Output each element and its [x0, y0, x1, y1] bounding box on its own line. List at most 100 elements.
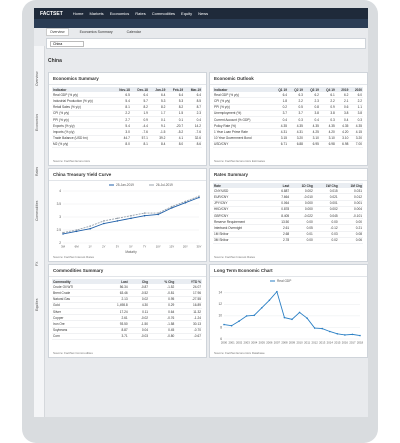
cell: 0.00: [338, 218, 363, 226]
menu-item[interactable]: Commodities: [151, 11, 176, 16]
y-tick-label: 2.5: [57, 228, 62, 232]
cell: 3.71: [100, 333, 129, 340]
sidebar-tab[interactable]: Overview: [35, 71, 39, 86]
sidebar: Overview Economics Rates Commodities FX Equit…: [34, 46, 45, 417]
cell: 13.50: [272, 218, 291, 226]
tab[interactable]: Calendar: [126, 30, 141, 34]
cell: 3.10: [335, 135, 350, 142]
point: [328, 330, 331, 333]
x-tick-label: 2004: [251, 341, 258, 345]
panel-title: Long Term Economic Chart: [210, 265, 367, 277]
menu-item[interactable]: Home: [72, 11, 84, 16]
cell: -0.76: [149, 314, 176, 322]
cell: 8.2: [148, 104, 167, 111]
cell: 0.45: [149, 327, 176, 334]
cell: 6.4: [130, 92, 149, 99]
cell: 4.25: [303, 128, 320, 136]
sidebar-tab[interactable]: Economics: [35, 113, 39, 131]
menu-item[interactable]: Equity: [181, 11, 193, 16]
panel-title: Rates Summary: [210, 169, 367, 181]
menu-item[interactable]: News: [198, 11, 209, 16]
cell: 6.4: [166, 92, 185, 99]
cell: 56.34: [100, 284, 129, 291]
y-tick-label: 6: [220, 337, 222, 341]
series-line: [223, 290, 361, 336]
table-row: Copper 2.61 -0.02 -0.76 -1.24: [52, 314, 202, 322]
point: [230, 324, 233, 327]
tab[interactable]: Economics Summary: [79, 30, 113, 34]
column-header: Indicator: [213, 87, 273, 93]
table-row: Brent Crude 63.46 -0.52 -0.81 17.96: [52, 289, 202, 297]
cell: 0.03: [313, 231, 339, 238]
cell: 0.64: [149, 308, 176, 316]
x-tick-label: 2010: [296, 341, 303, 345]
table-row: Interbank Overnight 2.61 0.05 -0.12 0.21: [213, 224, 363, 232]
cell: -0.022: [290, 212, 314, 220]
table-row: CPI (% y/y) 2.2 1.9 1.7 1.5 2.3: [52, 110, 202, 117]
x-tick-label: 30Y: [197, 245, 202, 249]
cell: 6.88: [288, 141, 304, 148]
sidebar-tab[interactable]: FX: [35, 261, 39, 266]
column-header: 2019: [335, 87, 350, 93]
tab[interactable]: Overview: [46, 28, 69, 36]
sidebar-tab[interactable]: Equities: [35, 298, 39, 311]
sidebar-tab[interactable]: Rates: [35, 166, 39, 176]
cell: -0.03: [128, 333, 150, 340]
cell: 39.2: [148, 135, 167, 142]
y-tick-label: 12: [218, 302, 222, 306]
panel: Economics Summary Indicator Nov-18 Dec-18 Ja…: [48, 72, 207, 166]
cell: 2.2: [288, 97, 304, 105]
panel: Commodities Summary Commodity Last Chg% Chg…: [48, 264, 207, 358]
x-tick-label: 2015: [334, 341, 341, 345]
column-header: Q4 19: [319, 87, 336, 93]
point: [306, 317, 308, 319]
y-tick-label: 4: [59, 189, 61, 193]
table-row: 1 Year Loan Prime Rate 4.31 4.31 4.25 4.20 4.…: [213, 128, 363, 136]
column-header: Chg: [128, 279, 150, 285]
cell: 8.1: [130, 141, 149, 148]
menu-item[interactable]: Economics: [109, 11, 130, 16]
cell: 4.1: [166, 135, 185, 142]
table-row: PPI (% y/y) 2.7 0.9 0.1 0.1 0.4: [52, 116, 202, 124]
x-tick-label: 2011: [304, 341, 310, 345]
cell: -7.6: [184, 128, 202, 136]
cell: Exports (% y/y): [52, 122, 113, 130]
cell: 0.002: [313, 206, 339, 213]
x-tick-label: 2Y: [102, 245, 106, 249]
menu-item[interactable]: Markets: [89, 11, 104, 16]
column-header: Nov-18: [112, 87, 131, 93]
sidebar-tab[interactable]: Commodities: [35, 200, 39, 221]
cell: 0.1: [166, 116, 185, 124]
x-axis-label: Maturity: [125, 250, 137, 254]
source-note: Source: FactSet Interest Rates: [214, 255, 256, 259]
x-tick-label: 2009: [289, 341, 296, 345]
source-note: Source: FactSet Economics: [53, 159, 91, 163]
cell: -0.010: [290, 193, 314, 201]
point: [260, 307, 263, 309]
point: [130, 214, 132, 217]
menu-item[interactable]: Rates: [135, 11, 146, 16]
column-header: Mar-19: [184, 87, 202, 93]
table-row: Current Account (% GDP) 0.4 0.3 0.4 0.3 0.4 0.…: [213, 116, 363, 124]
table-row: CNY/USD 6.887 0.002 0.015 0.031: [213, 188, 363, 195]
table-row: CPI (% y/y) 1.8 2.2 2.3 2.2 2.1 2.2: [213, 97, 363, 105]
cell: 57.1: [130, 135, 149, 142]
cell: 0.9: [130, 116, 149, 124]
x-tick-label: 2005: [259, 341, 266, 345]
cell: 30.13: [175, 320, 202, 328]
x-tick-label: 3M: [61, 245, 66, 249]
cell: 0.11: [128, 308, 150, 316]
country-select[interactable]: China: [50, 41, 84, 47]
cell: 6.3: [288, 92, 304, 99]
cell: GBP/CNY: [213, 212, 273, 220]
cell: -0.02: [128, 314, 150, 322]
cell: 0.045: [313, 212, 339, 220]
x-tick-label: 2006: [266, 341, 273, 345]
cell: 16.89: [175, 302, 202, 309]
x-tick-label: 1Y: [88, 245, 92, 249]
cell: 3.8: [335, 110, 350, 117]
point: [103, 222, 105, 225]
x-tick-label: 2007: [274, 341, 281, 345]
cell: 8.2: [166, 104, 185, 111]
point: [336, 333, 339, 335]
